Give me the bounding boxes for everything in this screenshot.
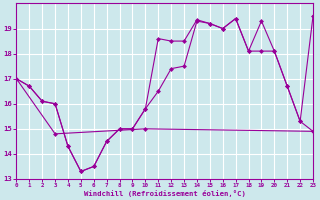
X-axis label: Windchill (Refroidissement éolien,°C): Windchill (Refroidissement éolien,°C) <box>84 190 246 197</box>
